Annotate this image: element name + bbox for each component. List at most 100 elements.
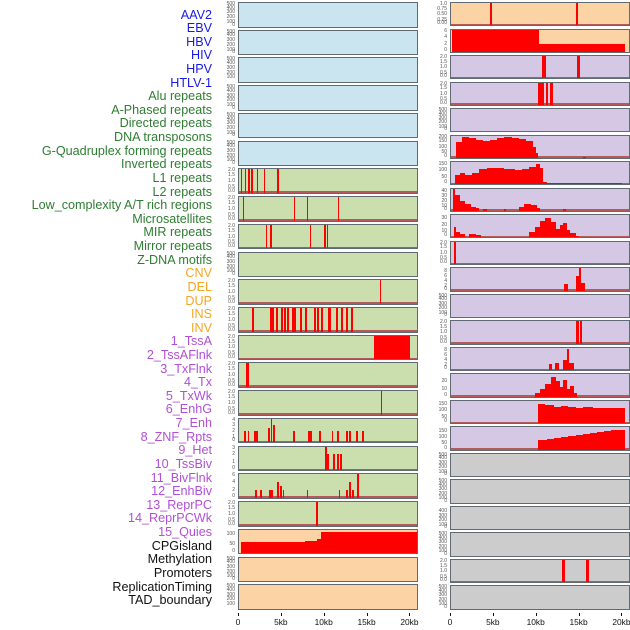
track-L14-y-axis: 0.0 0.5 1.0 1.5 2.0 — [212, 362, 236, 388]
track-L22-ytick: 300 — [226, 591, 235, 598]
track-L5-ytick: 300 — [226, 120, 235, 127]
track-R21-ytick: 100 — [438, 548, 447, 555]
track-R16-bar — [568, 406, 576, 424]
track-R15-bar — [534, 393, 540, 397]
track-R17-bar — [589, 433, 597, 450]
track-R8-bar — [465, 204, 471, 211]
track-R3-y-axis: 0.0 0.5 1.0 1.5 2.0 — [424, 55, 448, 79]
track-R7-y-axis: 0 50 100 150 — [424, 161, 448, 185]
track-label-z-dna-motifs: Z-DNA motifs — [137, 252, 212, 267]
track-L13-bar — [374, 335, 410, 360]
track-R7-bar — [547, 183, 562, 185]
track-R19-ytick: 200 — [438, 490, 447, 497]
track-L9-y-axis: 0.0 0.5 1.0 1.5 2.0 — [212, 223, 236, 250]
track-R10-baseline — [451, 262, 629, 264]
track-R12-ytick: 400 — [438, 296, 447, 303]
track-R15-plot — [450, 373, 630, 398]
track-R20-ytick: 400 — [438, 508, 447, 515]
track-R7-bar — [561, 182, 569, 185]
track-R23: 0 100 200 300 400 500 — [424, 585, 630, 610]
track-L19-plot — [238, 501, 418, 527]
track-L6: 0 100 200 300 400 500 — [212, 140, 418, 167]
track-L18-bar — [338, 490, 341, 498]
track-L21: 0 100 200 300 400 500 — [212, 556, 418, 583]
track-R6-bar — [504, 137, 512, 158]
track-L1-ytick: 500 — [226, 1, 235, 7]
track-L2-ytick: 300 — [226, 37, 235, 44]
track-L8-ytick: 1.5 — [228, 199, 235, 206]
track-R6-bar — [483, 141, 491, 158]
track-label-inverted-repeats: Inverted repeats — [120, 157, 212, 172]
track-L13-plot — [238, 334, 418, 361]
track-R8-bar — [455, 194, 460, 211]
track-L20-bar — [304, 541, 318, 554]
track-L16-ytick: 1 — [232, 433, 235, 440]
track-label-inv: INV — [191, 320, 212, 335]
track-label-l2-repeats: L2 repeats — [152, 184, 212, 199]
track-R5-ytick: 500 — [438, 107, 447, 114]
track-R7-bar — [504, 168, 516, 185]
track-L8-bar — [337, 197, 339, 221]
track-L20-plot — [238, 528, 418, 555]
track-R21-ytick: 300 — [438, 539, 447, 546]
track-R4: 0.0 0.5 1.0 1.5 2.0 — [424, 81, 630, 106]
track-L3-ytick: 500 — [226, 56, 235, 63]
track-L21-plot — [238, 556, 418, 583]
track-L12-ytick: 2.0 — [228, 306, 235, 312]
track-L8-y-axis: 0.0 0.5 1.0 1.5 2.0 — [212, 196, 236, 222]
track-L18-baseline — [239, 496, 417, 498]
track-L12-bar — [317, 308, 320, 332]
track-R13-ytick: 2.0 — [440, 319, 447, 326]
track-R7-bar — [542, 181, 548, 185]
track-label-tad-boundary: TAD_boundary — [128, 593, 212, 608]
track-R16-ytick: 0 — [444, 418, 447, 425]
track-R3-ytick: 2.0 — [440, 54, 447, 61]
x-tick-label: 0 — [235, 617, 241, 627]
track-R22-y-axis: 0.0 0.5 1.0 1.5 2.0 — [424, 558, 448, 583]
track-R9: 0 10 20 30 — [424, 214, 630, 239]
track-L13-ytick: 2.0 — [228, 333, 235, 340]
track-R20-ytick: 200 — [438, 517, 447, 524]
track-R8-bar — [523, 203, 532, 211]
track-R8-ytick: 20 — [441, 198, 447, 205]
track-R11-ytick: 8 — [444, 267, 447, 274]
track-L13-ytick: 1.0 — [228, 344, 235, 351]
track-L15-ytick: 0.5 — [228, 405, 235, 412]
track-L17-ytick: 3 — [232, 444, 235, 451]
track-L16-plot — [238, 417, 418, 444]
track-L18-bar — [279, 486, 282, 498]
track-R19-ytick: 400 — [438, 481, 447, 488]
track-L17-ytick: 1 — [232, 459, 235, 466]
track-L9-ytick: 1.0 — [228, 233, 235, 240]
track-L21-ytick: 0 — [232, 576, 235, 583]
track-L20: 0 50 100 — [212, 528, 418, 555]
track-L7-bar — [263, 169, 265, 193]
track-L16-bar — [361, 430, 364, 443]
track-L15-ytick: 0.0 — [228, 409, 235, 416]
track-R16-bar — [538, 404, 546, 424]
track-R9-ytick: 0 — [444, 232, 447, 239]
track-L16-bar — [331, 430, 334, 443]
track-R21-y-axis: 0 100 200 300 400 500 — [424, 532, 448, 556]
track-L3-y-axis: 100 200 300 400 500 — [212, 57, 236, 83]
track-L15-bar — [380, 391, 382, 415]
track-L7-ytick: 0.5 — [228, 184, 235, 190]
track-R13-ytick: 0.0 — [440, 338, 447, 345]
track-R14-ytick: 2 — [444, 362, 447, 369]
track-R3-plot — [450, 55, 630, 80]
track-L19-ytick: 2.0 — [228, 500, 235, 507]
track-R15-bar — [570, 386, 574, 397]
track-R14-bar — [563, 360, 567, 371]
track-L7-baseline — [239, 191, 417, 193]
track-R9-bar — [570, 233, 576, 238]
track-R12-plot — [450, 293, 630, 319]
track-R3-ytick: 1.5 — [440, 58, 447, 65]
track-L12-bar — [284, 308, 287, 332]
track-R16-bar — [607, 408, 626, 424]
track-R12-ytick: 200 — [438, 305, 447, 312]
x-tick-label: 20kb — [612, 617, 630, 627]
track-L7-bar — [241, 169, 242, 193]
track-R15-bar — [540, 389, 546, 397]
track-R6-bar — [475, 140, 484, 158]
